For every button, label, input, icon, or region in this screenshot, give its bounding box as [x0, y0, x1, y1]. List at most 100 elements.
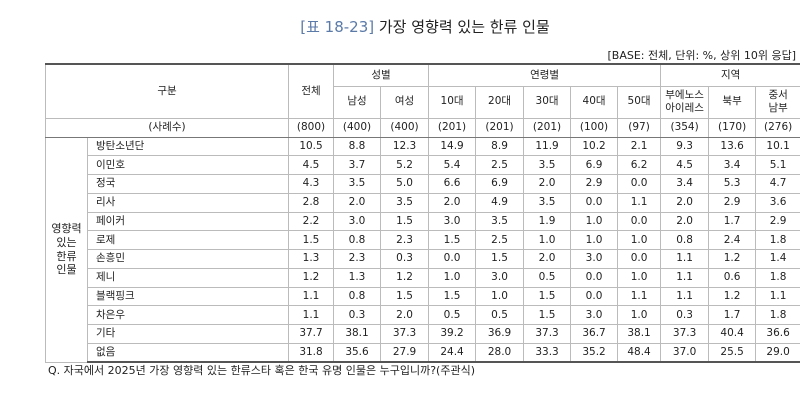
- cell: 36.9: [475, 324, 525, 344]
- header-cell: 남성: [333, 85, 382, 119]
- cell: 3.5: [475, 211, 525, 232]
- cell: 1.5: [475, 249, 525, 269]
- cell: 1.8: [755, 267, 800, 288]
- cell: 2.2: [288, 211, 335, 232]
- data-row: 이민호 4.5 3.7 5.2 5.4 2.5 3.5 6.9 6.2 4.5 3.4 5.1: [46, 155, 800, 175]
- cell: 3.5: [523, 192, 572, 213]
- cell: 1.1: [617, 192, 662, 213]
- cell: 37.7: [288, 324, 335, 344]
- cell: 5.3: [708, 174, 757, 194]
- cell: 27.9: [380, 342, 430, 363]
- cell: 25.5: [708, 342, 757, 363]
- cell: (354): [660, 117, 710, 138]
- row-label: 기타: [86, 324, 290, 344]
- cell: 0.0: [617, 249, 662, 269]
- cell: 5.4: [428, 155, 477, 175]
- cell: 0.6: [708, 267, 757, 288]
- cell: 3.4: [708, 155, 757, 175]
- header-cell: 40대: [570, 85, 619, 119]
- cell: 0.8: [660, 230, 710, 250]
- data-row: 페이커 2.2 3.0 1.5 3.0 3.5 1.9 1.0 0.0 2.0 1.7 2.9: [46, 211, 800, 232]
- row-label: 없음: [86, 342, 290, 363]
- cell: 12.3: [380, 136, 430, 157]
- cell: 2.0: [428, 192, 477, 213]
- cell: 2.4: [708, 230, 757, 250]
- cell: 1.5: [428, 230, 477, 250]
- cell: 2.3: [333, 249, 382, 269]
- cell: 1.2: [380, 267, 430, 288]
- cell: 1.0: [617, 230, 662, 250]
- row-label: 이민호: [86, 155, 290, 175]
- header-cell: 30대: [523, 85, 572, 119]
- cell: 0.5: [523, 267, 572, 288]
- cell: 37.3: [380, 324, 430, 344]
- header-cell: 북부: [708, 85, 757, 119]
- header-cell: 전체: [288, 63, 335, 119]
- cell: 48.4: [617, 342, 662, 363]
- cell: 1.0: [570, 211, 619, 232]
- cell: 1.5: [380, 286, 430, 307]
- cell: 2.0: [333, 192, 382, 213]
- cell: 1.2: [288, 267, 335, 288]
- cell: 2.9: [755, 211, 800, 232]
- header-cell: 구분: [44, 63, 290, 119]
- row-label: 방탄소년단: [86, 136, 290, 157]
- cell: 0.3: [380, 249, 430, 269]
- cell: (201): [475, 117, 525, 138]
- cell: 1.5: [428, 286, 477, 307]
- cell: 0.0: [570, 192, 619, 213]
- cell: 1.1: [660, 267, 710, 288]
- cell: 14.9: [428, 136, 477, 157]
- row-label: 정국: [86, 174, 290, 194]
- cell: 5.1: [755, 155, 800, 175]
- cell: 9.3: [660, 136, 710, 157]
- row-label: (사례수): [44, 117, 290, 138]
- data-row: 기타 37.7 38.1 37.3 39.2 36.9 37.3 36.7 38.1 37.3 40…: [46, 324, 800, 344]
- cell: 4.7: [755, 174, 800, 194]
- title: [표 18-23] 가장 영향력 있는 한류 인물: [0, 16, 800, 37]
- cell: 0.3: [333, 305, 382, 325]
- cell: 3.5: [523, 155, 572, 175]
- cell: 1.5: [523, 305, 572, 325]
- cell: 2.1: [617, 136, 662, 157]
- cell: 1.3: [333, 267, 382, 288]
- cell: 0.8: [333, 230, 382, 250]
- data-row: 영향력 있는 한류 인물 방탄소년단 10.5 8.8 12.3 14.9 8.9 11.9 1…: [45, 136, 800, 363]
- cell: 4.5: [660, 155, 710, 175]
- cell: 10.2: [570, 136, 619, 157]
- cell: (400): [333, 117, 382, 138]
- header-cell: 20대: [475, 85, 525, 119]
- cell: 2.0: [523, 174, 572, 194]
- cell: (100): [570, 117, 619, 138]
- footnote: Q. 자국에서 2025년 가장 영향력 있는 한류스타 혹은 한국 유명 인물…: [48, 364, 475, 377]
- cell: 3.6: [755, 192, 800, 213]
- cell: 35.6: [333, 342, 382, 363]
- header-group: 연령별: [428, 63, 662, 87]
- data-row: 로제 1.5 0.8 2.3 1.5 2.5 1.0 1.0 1.0 0.8 2.4 1.8: [46, 230, 800, 250]
- cell: 2.9: [708, 192, 757, 213]
- cell: (201): [428, 117, 477, 138]
- cell: 3.5: [333, 174, 382, 194]
- header-group: 성별: [333, 63, 430, 87]
- cell: 1.0: [523, 230, 572, 250]
- cell: 36.7: [570, 324, 619, 344]
- cell: 1.4: [755, 249, 800, 269]
- cell: 37.3: [660, 324, 710, 344]
- cell: 1.8: [755, 305, 800, 325]
- sample-row: (사례수) (800) (400) (400) (201) (201) (201) (100)…: [44, 117, 800, 138]
- cell: 3.5: [380, 192, 430, 213]
- cell: 1.2: [708, 286, 757, 307]
- cell: 6.9: [475, 174, 525, 194]
- cell: 1.2: [708, 249, 757, 269]
- row-label: 리사: [86, 192, 290, 213]
- header-cell: 중서 남부: [755, 85, 800, 119]
- cell: 8.8: [333, 136, 382, 157]
- cell: 1.1: [660, 286, 710, 307]
- cell: 1.0: [428, 267, 477, 288]
- cell: 3.0: [333, 211, 382, 232]
- header-row: 구분 전체 성별 연령별 지역: [44, 63, 800, 119]
- cell: 1.5: [380, 211, 430, 232]
- cell: 3.0: [475, 267, 525, 288]
- cell: 3.0: [570, 305, 619, 325]
- cell: 3.4: [660, 174, 710, 194]
